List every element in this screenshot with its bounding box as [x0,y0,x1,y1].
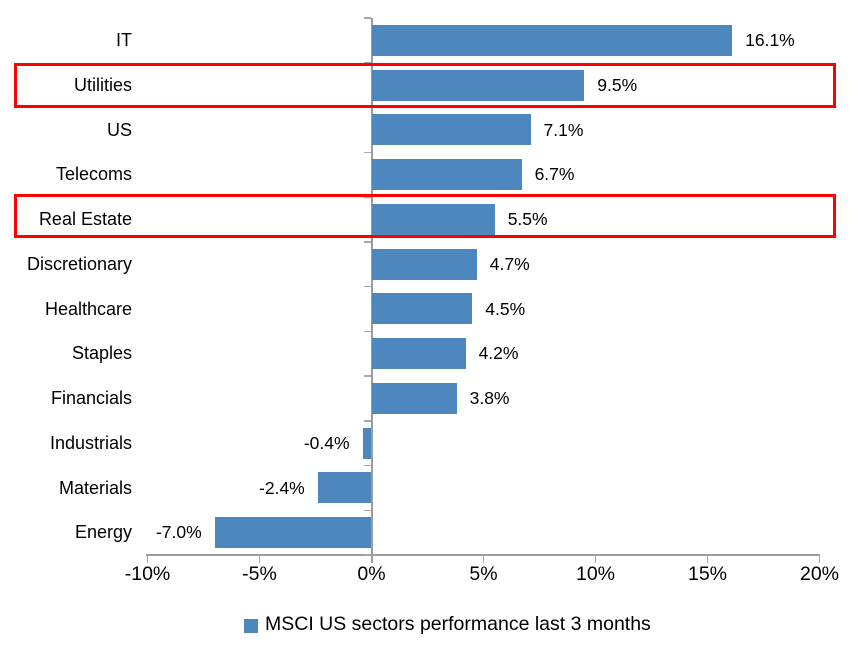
value-label-utilities: 9.5% [597,74,638,95]
category-label-real-estate: Real Estate [38,209,132,229]
x-axis-tick-label: 20% [799,563,840,585]
category-label-it: IT [116,30,132,50]
y-axis-tick [363,554,371,556]
y-axis-tick [363,17,371,19]
x-axis-tick [370,555,373,563]
x-axis-tick-label: 0% [357,563,386,585]
bar-staples [371,338,466,370]
x-axis-tick [706,555,709,563]
bar-energy [214,517,372,549]
category-label-staples: Staples [71,343,132,364]
y-axis-line [370,18,373,563]
value-label-real-estate: 5.5% [507,209,548,229]
bar-telecoms [371,159,522,191]
bar-materials [317,472,372,504]
y-axis-tick [363,330,371,332]
legend-swatch-icon [244,618,258,633]
bar-it [371,24,733,56]
bar-utilities [371,69,585,101]
y-axis-tick [363,285,371,288]
category-label-telecoms: Telecoms [55,164,132,185]
category-label-financials: Financials [50,388,132,408]
value-label-us: 7.1% [543,119,584,140]
category-label-healthcare: Healthcare [44,298,132,319]
category-label-materials: Materials [58,477,132,498]
bar-discretionary [371,248,477,280]
y-axis-tick [363,420,371,422]
value-label-it: 16.1% [745,30,795,50]
highlight-box-utilities [14,63,836,108]
legend-label: MSCI US sectors performance last 3 month… [265,613,651,635]
value-label-healthcare: 4.5% [485,298,526,319]
x-axis-tick [482,555,485,563]
bar-healthcare [371,293,473,325]
value-label-materials: -2.4% [259,477,305,498]
x-axis-tick [146,555,149,563]
x-axis-tick-label: -5% [242,563,277,585]
value-label-industrials: -0.4% [303,432,350,453]
bar-us [371,114,531,146]
value-label-staples: 4.2% [478,343,519,364]
x-axis-tick [818,555,821,563]
legend: MSCI US sectors performance last 3 month… [244,613,651,636]
bar-industrials [362,427,372,459]
value-label-telecoms: 6.7% [534,164,575,185]
y-axis-tick [363,375,371,377]
x-axis-tick-label: -10% [124,563,171,585]
x-axis-tick-label: 15% [687,563,728,585]
y-axis-tick [363,151,371,153]
y-axis-tick [363,196,371,198]
y-axis-tick [363,509,371,511]
highlight-box-real-estate [14,194,836,238]
value-label-financials: 3.8% [469,388,510,408]
category-label-utilities: Utilities [73,74,132,95]
y-axis-tick [363,62,371,64]
value-label-energy: -7.0% [155,522,202,543]
y-axis-tick [363,464,371,467]
bar-financials [371,382,457,414]
category-label-energy: Energy [74,522,132,543]
category-label-us: US [106,119,132,140]
category-label-discretionary: Discretionary [26,253,132,274]
x-axis-tick [258,555,261,563]
x-axis-tick [594,555,597,563]
y-axis-tick [363,241,371,243]
x-axis-tick-label: 5% [469,563,498,585]
category-label-industrials: Industrials [49,432,132,453]
bar-real-estate [371,203,495,235]
value-label-discretionary: 4.7% [489,253,530,274]
x-axis-tick-label: 10% [575,563,616,585]
